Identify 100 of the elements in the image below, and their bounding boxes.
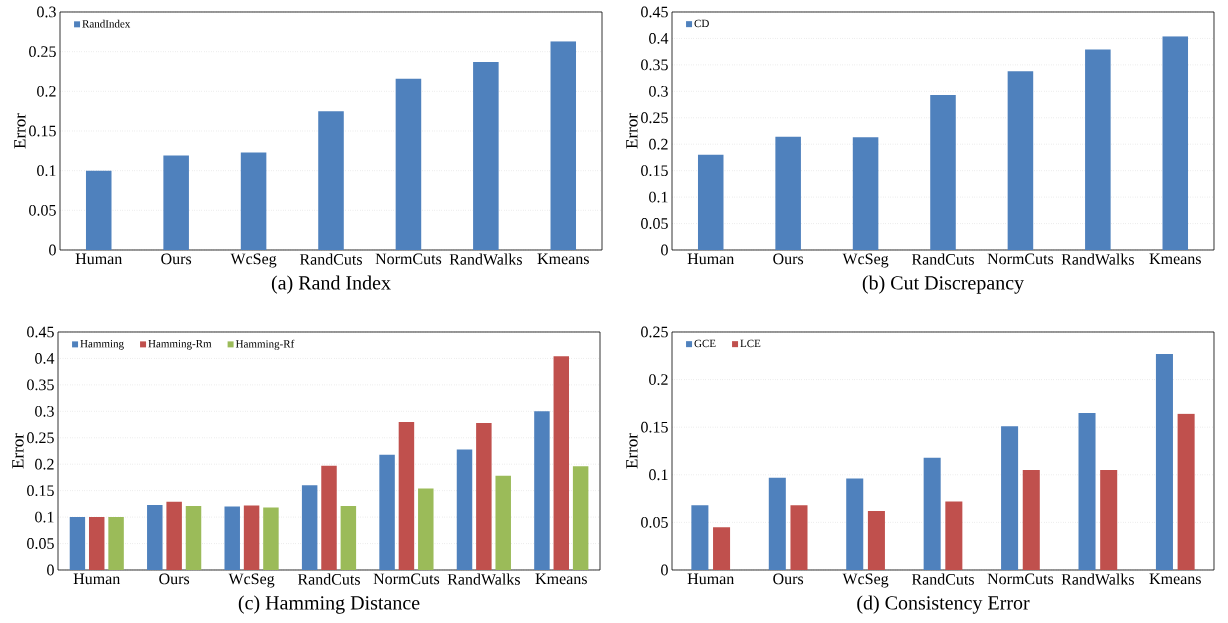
bar (1155, 353, 1173, 570)
bar (550, 41, 577, 250)
y-tick-label: 0.1 (649, 469, 668, 481)
bar (1085, 49, 1111, 250)
bar (867, 510, 885, 570)
x-tick-label: Ours (159, 573, 190, 585)
y-tick-label: 0 (661, 244, 668, 256)
x-tick-label: Human (73, 573, 121, 585)
y-tick-label: 0.25 (641, 326, 668, 338)
bar (398, 421, 415, 570)
y-tick-label: 0 (47, 564, 54, 576)
y-tick-label: 0.3 (649, 85, 668, 97)
bar (923, 457, 941, 570)
x-tick-label: Kmeans (1149, 573, 1201, 585)
y-tick-label: 0.4 (35, 353, 55, 364)
y-tick-label: 0.2 (649, 138, 668, 150)
bar (185, 505, 202, 570)
bar (85, 170, 112, 250)
text: (a) Rand Index (271, 275, 391, 294)
x-tick-label: RandWalks (447, 573, 520, 585)
bar (301, 485, 318, 570)
bar (572, 466, 589, 570)
x-tick-label: RandCuts (911, 573, 974, 585)
legend-label: GCE (694, 339, 716, 348)
x-tick-label: RandWalks (1061, 253, 1134, 265)
bar (318, 111, 344, 250)
y-tick-label: 0.4 (649, 33, 669, 44)
bar (1100, 470, 1118, 570)
y-tick-label: 0.3 (37, 6, 56, 18)
x-tick-label: Human (687, 253, 735, 265)
bar (418, 488, 434, 570)
bar (456, 449, 473, 570)
legend-label: LCE (740, 339, 761, 348)
bar (1162, 36, 1189, 250)
bar (340, 505, 357, 570)
bar (166, 501, 182, 570)
x-tick-label: Ours (773, 253, 804, 265)
y-tick-label: 0.25 (641, 112, 668, 124)
y-tick-label: 0 (49, 244, 56, 256)
bar (395, 78, 422, 250)
bar (163, 155, 189, 250)
y-tick-label: 0.1 (37, 165, 56, 177)
y-axis-title: Error (626, 433, 638, 469)
x-tick-label: Kmeans (537, 253, 589, 265)
y-tick-label: 0.15 (641, 421, 668, 433)
bar (108, 517, 124, 570)
y-tick-label: 0.15 (29, 125, 56, 137)
x-tick-label: Human (687, 573, 735, 585)
x-tick-label: RandCuts (297, 573, 360, 585)
text: (b) Cut Discrepancy (862, 275, 1025, 294)
y-tick-label: 0.25 (27, 432, 54, 444)
text: (d) Consistency Error (857, 595, 1030, 614)
bar (1177, 413, 1195, 570)
x-tick-label: Ours (161, 253, 192, 265)
x-tick-label: WcSeg (230, 253, 277, 268)
bar (263, 507, 279, 570)
x-tick-label: WcSeg (842, 573, 889, 588)
bar (240, 152, 267, 250)
y-tick-label: 0.2 (649, 374, 668, 386)
x-tick-label: Ours (773, 573, 804, 585)
y-tick-label: 0.1 (649, 191, 668, 203)
y-tick-label: 0.35 (27, 379, 54, 391)
legend-label: Hamming-Rm (148, 340, 212, 350)
x-tick-label: RandCuts (299, 253, 362, 265)
y-tick-label: 0.45 (641, 6, 668, 18)
bar (768, 477, 786, 570)
y-axis-title: Error (14, 113, 26, 149)
bar (243, 505, 260, 570)
legend-label: Hamming (80, 340, 124, 350)
bar (69, 517, 86, 570)
bar (147, 504, 163, 570)
bar (1007, 71, 1034, 250)
y-tick-label: 0.2 (37, 85, 56, 97)
y-tick-label: 0.1 (35, 511, 54, 523)
bar (790, 505, 808, 570)
bar (697, 154, 724, 250)
y-axis-title: Error (626, 113, 638, 149)
bar (495, 475, 511, 570)
bar (88, 517, 105, 570)
y-tick-label: 0.45 (27, 326, 54, 338)
legend-label: CD (694, 19, 709, 28)
x-tick-label: NormCuts (373, 573, 440, 585)
bar (945, 501, 963, 570)
bar (713, 527, 731, 570)
x-tick-label: NormCuts (987, 253, 1054, 265)
bar (476, 422, 492, 570)
y-tick-label: 0.05 (29, 204, 56, 216)
bar (1022, 470, 1040, 570)
x-tick-label: Human (75, 253, 123, 265)
bar (691, 505, 709, 570)
x-tick-label: RandCuts (911, 253, 974, 265)
y-tick-label: 0.05 (641, 516, 668, 528)
y-tick-label: 0.15 (27, 485, 54, 497)
bar (321, 465, 337, 570)
bar (775, 136, 801, 250)
y-tick-label: 0.05 (641, 218, 668, 229)
bar (846, 478, 864, 570)
y-tick-label: 0.05 (27, 538, 54, 549)
bar (1001, 426, 1019, 570)
x-tick-label: Kmeans (535, 573, 587, 585)
